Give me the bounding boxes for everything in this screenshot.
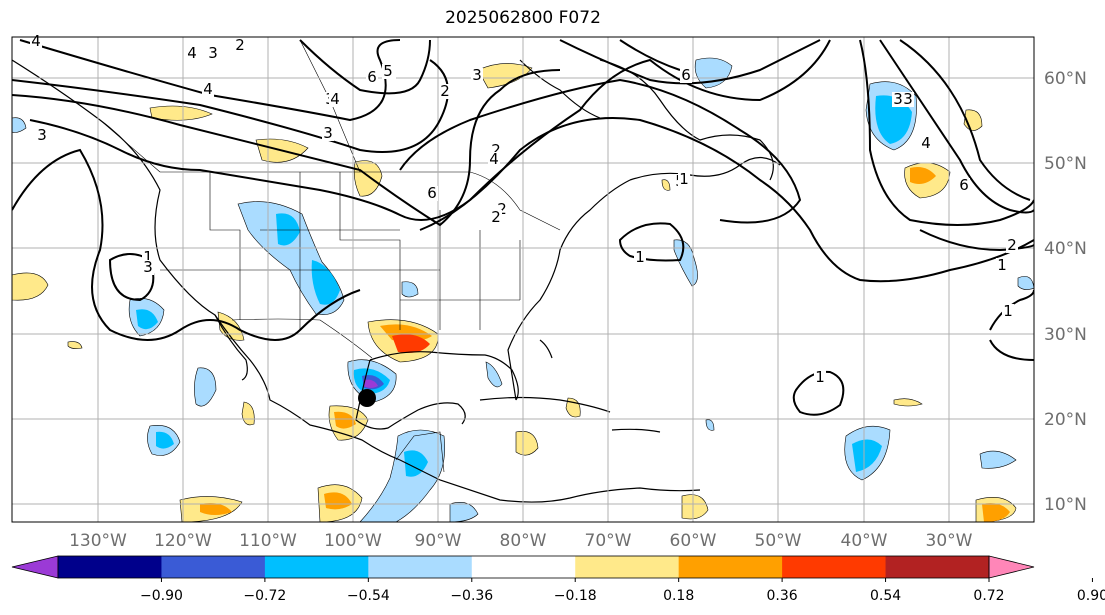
colorbar-segment: [885, 556, 990, 578]
colorbar-max-arrow: [988, 555, 1035, 579]
colorbar-segment: [678, 556, 783, 578]
contour-label: 5: [383, 62, 393, 80]
colorbar-tick-label: 0.36: [767, 588, 798, 604]
colorbar-segment: [58, 556, 162, 578]
colorbar-tick-label: −0.72: [243, 588, 286, 604]
contour-label: 3: [472, 66, 482, 84]
contour-label: 2: [491, 141, 501, 159]
lon-label: 120°W: [154, 531, 212, 551]
contour-label: 1: [679, 170, 689, 188]
contour-label: 1: [815, 368, 825, 386]
graticule: [12, 37, 1034, 522]
lon-label: 130°W: [69, 531, 127, 551]
contour-label: 4: [31, 32, 41, 50]
contour-label: 2: [491, 208, 501, 226]
colorbar-segment: [575, 556, 680, 578]
positive-anomaly-strong: [392, 334, 430, 353]
storm-center-marker: [358, 389, 376, 407]
longitude-labels: 130°W 120°W 110°W 100°W 90°W 80°W 70°W 60°W 50°W…: [69, 531, 973, 551]
contour-lines: [12, 39, 1034, 416]
contour-label: 6: [427, 184, 437, 202]
lon-label: 70°W: [585, 531, 632, 551]
contour-label: 1: [635, 248, 645, 266]
lat-label: 50°N: [1044, 154, 1087, 174]
lat-label: 60°N: [1044, 69, 1087, 89]
contour-label: 4: [921, 134, 931, 152]
map-title: 2025062800 F072: [445, 8, 601, 28]
contour-label: 3: [208, 44, 218, 62]
colorbar-tick-label: −0.36: [450, 588, 493, 604]
colorbar-segment: [161, 556, 266, 578]
colorbar-segment: [368, 556, 473, 578]
latitude-labels: 60°N 50°N 40°N 30°N 20°N 10°N: [1044, 69, 1087, 515]
colorbar-tick-label: −0.18: [554, 588, 597, 604]
colorbar: [11, 555, 1035, 579]
contour-label: 1: [997, 256, 1007, 274]
contour-label: 3: [903, 90, 913, 108]
contour-label: 6: [959, 176, 969, 194]
contour-label: 1: [143, 248, 153, 266]
contour-label: 1: [1003, 302, 1013, 320]
lat-label: 40°N: [1044, 239, 1087, 259]
negative-anomaly-max: [364, 379, 378, 388]
contour-label: 3: [323, 124, 333, 142]
contour-label: 4: [330, 90, 340, 108]
contour-label: 2: [1007, 236, 1017, 254]
contour-label: 6: [367, 68, 377, 86]
lon-label: 40°W: [841, 531, 888, 551]
colorbar-segment: [471, 556, 576, 578]
map-frame: [11, 36, 1035, 523]
contour-label: 3: [893, 90, 903, 108]
contour-label: 2: [235, 36, 245, 54]
colorbar-min-arrow: [11, 555, 59, 579]
contour-label: 4: [187, 44, 197, 62]
contour-labels: 432464334532246312363215613452111: [30, 32, 1018, 386]
lon-label: 60°W: [670, 531, 717, 551]
colorbar-ticks: −0.90 −0.72 −0.54 −0.36 −0.18 0.18 0.36 0.54 0.7…: [140, 578, 1105, 604]
colorbar-tick-label: 0.18: [663, 588, 694, 604]
colorbar-tick-label: 0.90: [1077, 588, 1105, 604]
lon-label: 110°W: [239, 531, 297, 551]
colorbar-tick-label: −0.54: [347, 588, 390, 604]
contour-label: 6: [681, 66, 691, 84]
lon-label: 50°W: [755, 531, 802, 551]
lon-label: 100°W: [324, 531, 382, 551]
colorbar-tick-label: 0.54: [870, 588, 901, 604]
lat-label: 20°N: [1044, 410, 1087, 430]
lat-label: 10°N: [1044, 495, 1087, 515]
colorbar-tick-label: −0.90: [140, 588, 183, 604]
contour-label: 4: [489, 150, 499, 168]
contour-label: 4: [203, 80, 213, 98]
contour-label: 2: [440, 82, 450, 100]
lat-label: 30°N: [1044, 325, 1087, 345]
colorbar-segment: [782, 556, 887, 578]
contour-label: 2: [497, 200, 507, 218]
contour-label: 3: [143, 258, 153, 276]
colorbar-segment: [264, 556, 369, 578]
lon-label: 30°W: [926, 531, 973, 551]
lon-label: 80°W: [500, 531, 547, 551]
colorbar-tick-label: 0.72: [973, 588, 1004, 604]
contour-label: 3: [37, 126, 47, 144]
lon-label: 90°W: [415, 531, 462, 551]
